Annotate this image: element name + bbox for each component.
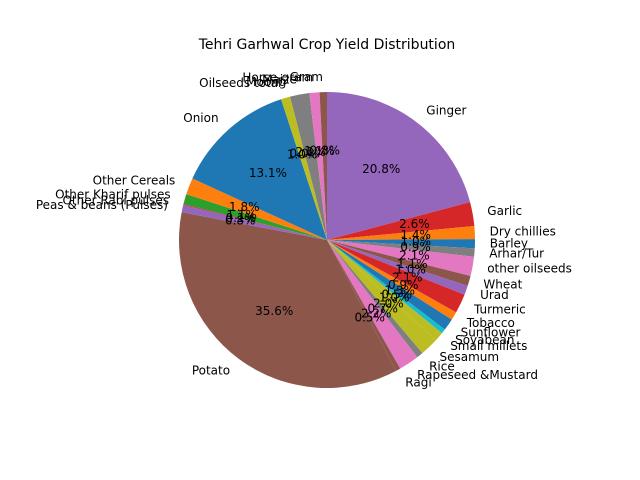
slice-percent-barley: 1.0% [401,235,432,249]
slice-label-barley: Barley [490,237,528,251]
slice-percent-horse-gram: 1.1% [304,144,335,158]
slice-percent-other-cereals: 1.8% [229,200,260,214]
chart-title: Tehri Garhwal Crop Yield Distribution [198,37,456,53]
slice-label-urad: Urad [480,288,509,302]
slice-label-other-rabi-pulses: Other Rabi pulses [62,193,169,207]
slice-percent-labels: 20.8%2.6%1.4%1.0%0.9%2.1%1.1%1.0%2.1%0.9… [225,144,431,325]
slice-percent-sunflower: 1.3% [385,283,416,297]
slice-barley [327,239,475,249]
slice-label-turmeric: Turmeric [473,303,526,317]
slice-ginger [327,92,471,240]
slice-sunflower [327,240,452,330]
slice-percent-oilseeds-total: 1.0% [287,147,318,161]
slice-peas-beans-pulses [181,204,327,240]
slice-rapeseed-mustard [327,240,418,369]
slice-wheat [327,240,471,286]
slice-label-dry-chillies: Dry chillies [490,224,556,238]
slice-dry-chillies [327,226,475,240]
slice-turmeric [327,240,465,313]
slice-gram [319,92,327,240]
slice-small-millets [327,240,442,341]
slice-label-potato: Potato [192,363,230,377]
pie-slices [178,92,475,389]
slice-percent-gram: 0.8% [310,144,341,158]
slice-percent-wheat: 1.1% [397,257,428,271]
slice-percent-soyabean: 0.5% [382,287,413,301]
slice-percent-urad: 1.0% [395,263,426,277]
slice-label-peas-beans-pulses: Peas & beans (Pulses) [36,198,168,212]
slice-onion [192,99,327,240]
slice-label-ragi: Ragi [405,375,431,389]
slice-potato [178,212,397,389]
slice-arhar-tur [327,240,475,257]
slice-label-soyabean: Soyabean [455,333,514,347]
slice-label-sesamum: Sesamum [440,350,500,364]
slice-ragi [327,240,401,371]
slice-label-garlic: Garlic [487,204,522,218]
slice-percent-small-millets: 1.0% [379,291,410,305]
slice-label-rapeseed-mustard: Rapeseed &Mustard [417,368,538,382]
slice-rice [327,240,423,358]
slice-label-other-oilseeds: other oilseeds [487,262,572,276]
slice-label-wheat: Wheat [483,278,522,292]
slice-label-sunflower: Sunflower [461,326,521,340]
slice-other-kharif-pulses [183,194,327,240]
slice-percent-garlic: 2.6% [399,217,430,231]
slice-percent-other-oilseeds: 2.1% [399,248,430,262]
slice-maize [290,93,327,240]
slice-percent-onion: 13.1% [249,166,287,180]
slice-other-rabi-pulses [183,203,327,240]
slice-label-ginger: Ginger [426,104,466,118]
slice-label-maize: Maize [262,73,297,87]
slice-label-horse-gram: Horse-gram [242,70,313,84]
slice-horse-gram [309,92,327,240]
slice-percent-ginger: 20.8% [362,162,400,176]
slice-other-cereals [186,178,327,240]
slice-other-oilseeds [327,240,475,277]
slice-label-other-cereals: Other Cereals [93,173,176,187]
slice-label-onion: Onion [183,111,218,125]
slice-label-tobacco: Tobacco [466,316,515,330]
slice-percent-moong: 0.0% [290,147,321,161]
slice-percent-other-rabi-pulses: 0.1% [226,211,257,225]
slice-percent-rice: 0.7% [367,302,398,316]
slice-percent-maize: 2.1% [295,145,326,159]
slice-label-gram: Gram [290,70,323,84]
slice-label-oilseeds-total: Oilseeds total [199,76,281,90]
slice-percent-arhar-tur: 0.9% [400,240,431,254]
slice-sesamum [327,240,436,354]
slice-percent-turmeric: 2.1% [392,271,423,285]
slice-label-small-millets: Small millets [450,339,527,353]
slice-percent-sesamum: 2.0% [373,297,404,311]
slice-tobacco [327,240,457,320]
slice-soyabean [327,240,445,334]
slice-percent-ragi: 0.5% [354,310,385,324]
slice-percent-rapeseed-mustard: 2.2% [361,307,392,321]
slice-percent-dry-chillies: 1.4% [400,228,431,242]
slice-percent-tobacco: 0.9% [388,278,419,292]
slice-label-arhar-tur: Arhar/Tur [489,246,544,260]
slice-percent-other-kharif-pulses: 1.1% [226,208,257,222]
slice-percent-peas-beans-pulses: 0.8% [225,214,256,228]
slice-label-other-kharif-pulses: Other Kharif pulses [55,187,170,201]
slice-oilseeds-total [281,96,327,240]
slice-percent-potato: 35.6% [255,304,293,318]
slice-garlic [327,202,475,240]
slice-urad [327,240,468,295]
slice-label-rice: Rice [429,359,455,373]
slice-label-moong: Moong [246,75,286,89]
